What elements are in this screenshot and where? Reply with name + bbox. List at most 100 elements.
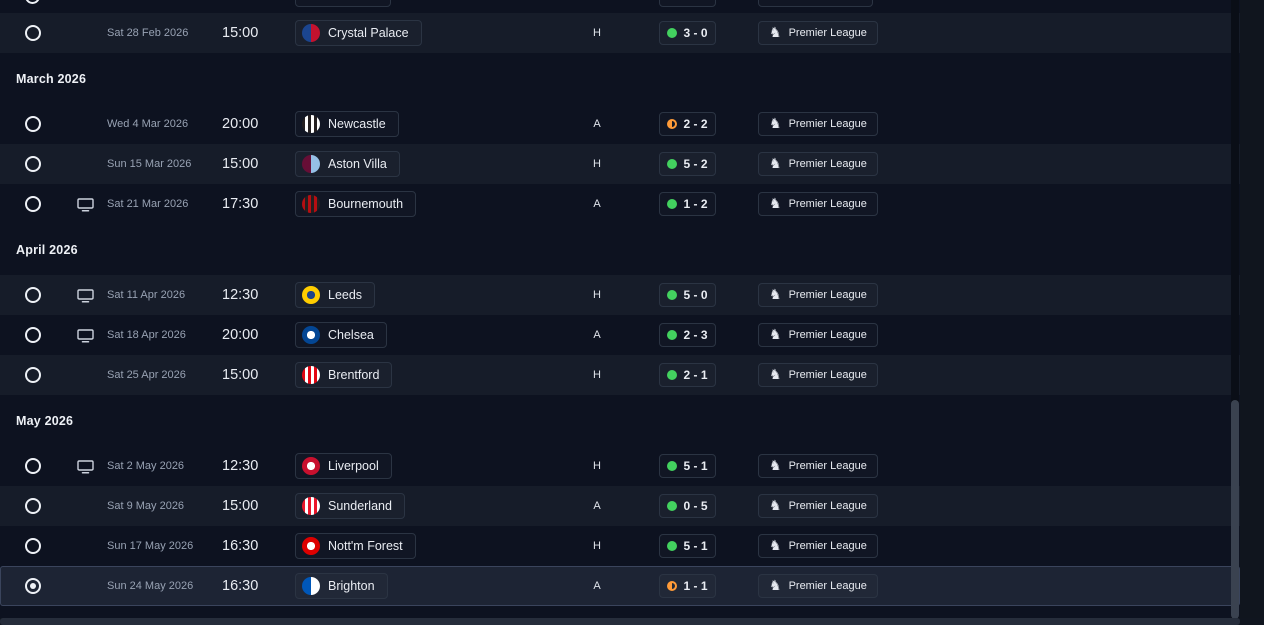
score-chip[interactable]: 5 - 1 <box>659 454 716 478</box>
fixture-row[interactable]: Sat 28 Feb 2026 15:00 Crystal Palace H 3… <box>0 13 1240 53</box>
team-name: Sunderland <box>328 499 392 513</box>
score-chip[interactable]: 5 - 0 <box>659 283 716 307</box>
fixture-row[interactable]: Sat 18 Apr 2026 20:00 Chelsea A 2 - 3 ♞ … <box>0 315 1240 355</box>
fixture-row[interactable]: Sun 15 Mar 2026 15:00 Aston Villa H 5 - … <box>0 144 1240 184</box>
fixture-row[interactable]: Sat 25 Apr 2026 15:00 Brentford H 2 - 1 … <box>0 355 1240 395</box>
result-dot-icon <box>667 370 678 380</box>
score-chip[interactable]: 3 - 0 <box>659 21 716 45</box>
score-chip[interactable]: 5 - 1 <box>659 534 716 558</box>
team-chip[interactable]: Bournemouth <box>295 191 417 217</box>
fixture-row[interactable]: Sun 24 May 2026 16:30 Brighton A 1 - 1 ♞… <box>0 566 1240 606</box>
venue-indicator: A <box>593 580 601 592</box>
result-dot-icon <box>667 159 678 169</box>
team-chip[interactable]: Crystal Palace <box>295 20 422 46</box>
venue-indicator: H <box>593 460 601 472</box>
score-chip[interactable]: 2 - 3 <box>659 323 716 347</box>
score-text: 5 - 0 <box>683 288 708 302</box>
fixture-radio[interactable] <box>25 287 41 303</box>
competition-chip[interactable]: ♞ Premier League <box>758 574 878 598</box>
right-gutter <box>1240 0 1264 618</box>
competition-name: Premier League <box>788 118 867 130</box>
fixture-time: 12:30 <box>222 458 259 474</box>
fixture-radio[interactable] <box>25 156 41 172</box>
fixture-radio[interactable] <box>25 538 41 554</box>
team-chip[interactable]: Aston Villa <box>295 151 400 177</box>
team-badge-icon <box>302 24 320 42</box>
competition-name: Premier League <box>788 329 867 341</box>
team-chip[interactable]: Liverpool <box>295 453 392 479</box>
clipped-row-fragment <box>0 0 1240 13</box>
competition-chip[interactable]: ♞ Premier League <box>758 323 878 347</box>
score-chip[interactable]: 0 - 5 <box>659 494 716 518</box>
venue-indicator: A <box>593 329 601 341</box>
fixture-radio[interactable] <box>25 327 41 343</box>
month-header-label: April 2026 <box>16 242 78 257</box>
fixture-row[interactable]: Sat 9 May 2026 15:00 Sunderland A 0 - 5 … <box>0 486 1240 526</box>
premier-league-icon: ♞ <box>769 458 782 474</box>
vertical-scrollbar-thumb[interactable] <box>1231 400 1239 619</box>
competition-chip[interactable]: ♞ Premier League <box>758 192 878 216</box>
fixture-row[interactable]: Sat 21 Mar 2026 17:30 Bournemouth A 1 - … <box>0 184 1240 224</box>
fixture-row[interactable]: Sun 17 May 2026 16:30 Nott'm Forest H 5 … <box>0 526 1240 566</box>
tv-broadcast-icon <box>77 460 94 474</box>
score-chip-fragment <box>659 0 716 7</box>
team-name: Crystal Palace <box>328 26 409 40</box>
score-chip[interactable]: 1 - 2 <box>659 192 716 216</box>
team-chip[interactable]: Leeds <box>295 282 376 308</box>
fixture-row[interactable]: Wed 4 Mar 2026 20:00 Newcastle A 2 - 2 ♞… <box>0 104 1240 144</box>
team-name: Brighton <box>328 579 375 593</box>
score-chip[interactable]: 2 - 2 <box>659 112 716 136</box>
vertical-scrollbar-track[interactable] <box>1231 0 1239 618</box>
team-chip[interactable]: Newcastle <box>295 111 399 137</box>
fixture-date: Sat 2 May 2026 <box>107 460 185 472</box>
fixture-radio[interactable] <box>25 196 41 212</box>
team-name: Chelsea <box>328 328 374 342</box>
competition-chip-fragment <box>758 0 873 7</box>
competition-chip[interactable]: ♞ Premier League <box>758 283 878 307</box>
fixture-radio[interactable] <box>25 367 41 383</box>
competition-chip[interactable]: ♞ Premier League <box>758 112 878 136</box>
competition-chip[interactable]: ♞ Premier League <box>758 454 878 478</box>
result-dot-icon <box>667 199 678 209</box>
tv-broadcast-icon <box>77 289 94 303</box>
fixture-date: Sun 24 May 2026 <box>107 580 194 592</box>
team-chip-fragment <box>295 0 391 7</box>
team-chip[interactable]: Brentford <box>295 362 393 388</box>
competition-chip[interactable]: ♞ Premier League <box>758 363 878 387</box>
score-chip[interactable]: 5 - 2 <box>659 152 716 176</box>
premier-league-icon: ♞ <box>769 538 782 554</box>
month-header-label: May 2026 <box>16 413 74 428</box>
fixture-row[interactable]: Sat 2 May 2026 12:30 Liverpool H 5 - 1 ♞… <box>0 446 1240 486</box>
team-badge-icon <box>302 155 320 173</box>
score-chip[interactable]: 2 - 1 <box>659 363 716 387</box>
fixture-radio[interactable] <box>25 458 41 474</box>
horizontal-scrollbar-thumb[interactable] <box>0 618 1240 625</box>
fixture-date: Sun 17 May 2026 <box>107 540 194 552</box>
month-header: April 2026 <box>0 224 1240 275</box>
fixture-radio[interactable] <box>25 25 41 41</box>
tv-broadcast-icon <box>77 329 94 343</box>
team-badge-icon <box>302 286 320 304</box>
team-chip[interactable]: Sunderland <box>295 493 405 519</box>
team-chip[interactable]: Brighton <box>295 573 388 599</box>
venue-indicator: H <box>593 158 601 170</box>
fixture-radio[interactable] <box>25 116 41 132</box>
team-name: Aston Villa <box>328 157 387 171</box>
fixture-date: Sat 28 Feb 2026 <box>107 27 189 39</box>
competition-chip[interactable]: ♞ Premier League <box>758 494 878 518</box>
competition-chip[interactable]: ♞ Premier League <box>758 534 878 558</box>
result-dot-icon <box>667 501 678 511</box>
team-name: Nott'm Forest <box>328 539 403 553</box>
venue-indicator: H <box>593 289 601 301</box>
competition-chip[interactable]: ♞ Premier League <box>758 152 878 176</box>
fixture-radio[interactable] <box>25 578 41 594</box>
fixture-radio[interactable] <box>25 498 41 514</box>
fixture-time: 16:30 <box>222 578 259 594</box>
venue-indicator: A <box>593 500 601 512</box>
fixture-row[interactable]: Sat 11 Apr 2026 12:30 Leeds H 5 - 0 ♞ Pr… <box>0 275 1240 315</box>
team-chip[interactable]: Nott'm Forest <box>295 533 416 559</box>
team-chip[interactable]: Chelsea <box>295 322 387 348</box>
score-chip[interactable]: 1 - 1 <box>659 574 716 598</box>
competition-name: Premier League <box>788 500 867 512</box>
competition-chip[interactable]: ♞ Premier League <box>758 21 878 45</box>
